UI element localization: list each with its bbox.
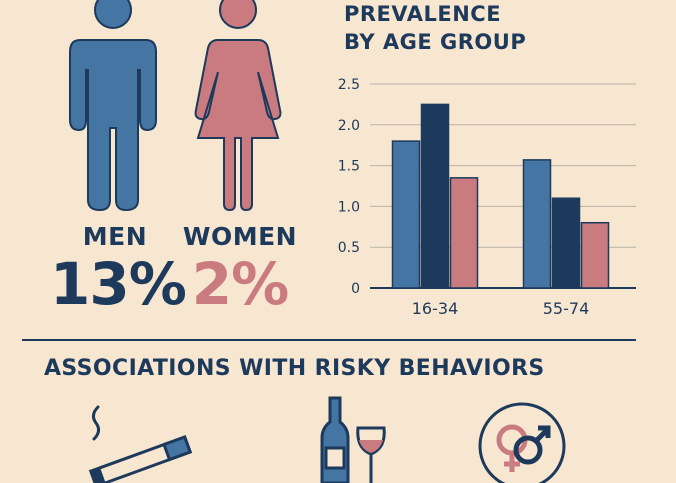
associations-title: ASSOCIATIONS WITH RISKY BEHAVIORS: [44, 356, 545, 381]
wine-bottle-glass-icon: [320, 396, 386, 483]
chart-title: PREVALENCE BY AGE GROUP: [344, 0, 526, 56]
bar: [522, 159, 552, 289]
bar: [580, 221, 610, 289]
man-figure-icon: [69, 0, 157, 212]
section-divider: [22, 339, 636, 341]
men-percent: 13%: [50, 250, 187, 318]
bar: [551, 197, 581, 289]
y-tick-label: 0: [351, 281, 360, 297]
gender-symbols-icon: [478, 402, 566, 483]
y-tick-label: 1.0: [338, 199, 360, 215]
women-percent: 2%: [191, 250, 289, 318]
prevalence-bar-chart: 0 0.5 1.0 1.5 2.0 2.5 16-34 55-74: [338, 77, 636, 318]
y-tick-label: 2.5: [338, 77, 360, 93]
chart-title-line1: PREVALENCE: [344, 2, 502, 26]
x-tick-label: 16-34: [412, 299, 459, 318]
x-tick-label: 55-74: [543, 299, 590, 318]
chart-title-line2: BY AGE GROUP: [344, 30, 527, 54]
women-label: WOMEN: [182, 222, 298, 251]
y-tick-label: 0.5: [338, 240, 360, 256]
y-tick-label: 1.5: [338, 159, 360, 175]
men-label: MEN: [82, 222, 148, 251]
y-tick-label: 2.0: [338, 118, 360, 134]
cigarette-icon: [88, 405, 193, 483]
woman-figure-icon: [194, 0, 282, 212]
bar: [449, 177, 479, 289]
bar: [420, 103, 450, 289]
bar: [391, 140, 421, 289]
